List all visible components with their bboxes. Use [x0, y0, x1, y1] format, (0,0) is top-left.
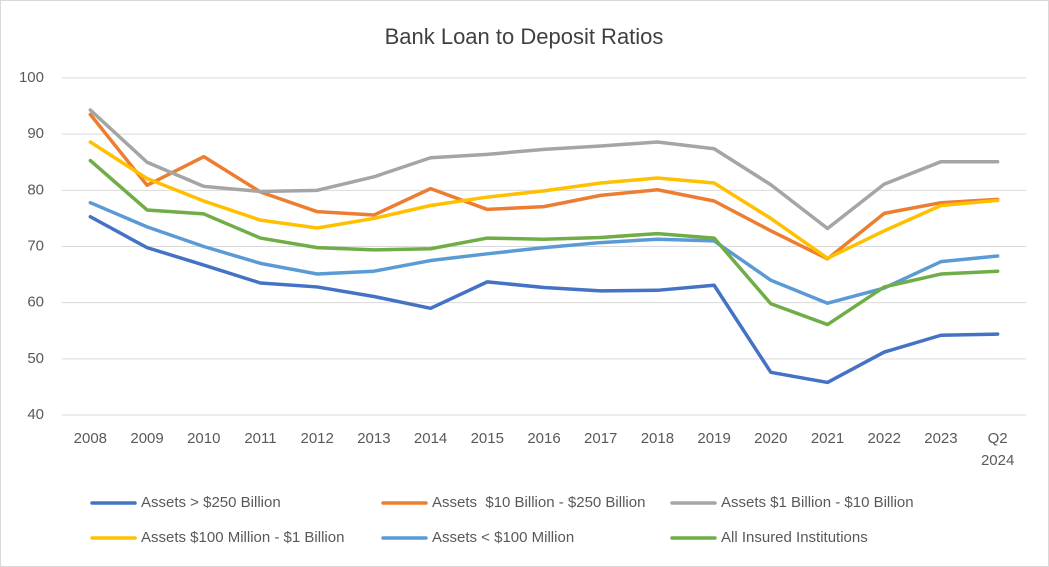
series-line — [88, 158, 1000, 327]
x-tick-label: 2015 — [470, 430, 504, 447]
x-tick-label: 2021 — [810, 430, 845, 447]
x-tick-label: 2022 — [867, 430, 901, 447]
legend-label: Assets $100 Million - $1 Billion — [141, 529, 344, 546]
y-tick-label: 80 — [27, 181, 44, 198]
x-tick-label: 2008 — [73, 430, 108, 447]
x-tick-label: 2013 — [357, 430, 391, 447]
x-tick-label: 2012 — [300, 430, 334, 447]
x-tick-label: 2009 — [130, 430, 164, 447]
y-tick-label: 50 — [27, 350, 44, 367]
x-tick-label: 2016 — [527, 430, 561, 447]
x-tick-label: 2014 — [413, 430, 448, 447]
x-tick-label: 2011 — [244, 430, 277, 447]
y-tick-label: 60 — [27, 294, 44, 311]
series-line — [88, 140, 1000, 261]
y-tick-label: 90 — [27, 125, 44, 142]
series-line — [88, 200, 1000, 305]
legend-label: Assets > $250 Billion — [141, 494, 281, 511]
y-tick-label: 70 — [27, 237, 44, 254]
chart-title: Bank Loan to Deposit Ratios — [385, 24, 664, 49]
x-tick-label: Q2 2024 — [980, 430, 1015, 469]
y-tick-label: 100 — [19, 69, 44, 86]
series-line — [88, 108, 1000, 231]
legend-label: Assets $1 Billion - $10 Billion — [721, 494, 914, 511]
series-line — [88, 112, 1000, 261]
series-line — [88, 214, 1000, 385]
y-tick-label: 40 — [27, 406, 44, 423]
legend-label: Assets $10 Billion - $250 Billion — [432, 494, 645, 511]
legend-label: Assets < $100 Million — [432, 529, 574, 546]
x-tick-label: 2019 — [697, 430, 731, 447]
legend-label: All Insured Institutions — [721, 529, 868, 546]
x-tick-label: 2017 — [584, 430, 618, 447]
x-tick-label: 2010 — [187, 430, 221, 447]
x-tick-label: 2020 — [754, 430, 788, 447]
x-tick-label: 2023 — [924, 430, 958, 447]
x-tick-label: 2018 — [640, 430, 675, 447]
